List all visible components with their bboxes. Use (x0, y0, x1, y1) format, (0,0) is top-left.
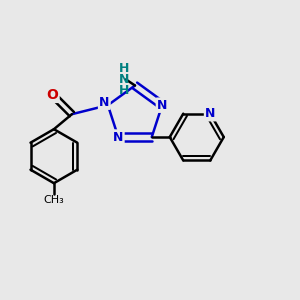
Text: N: N (113, 130, 123, 144)
Text: N: N (205, 107, 215, 120)
Text: H: H (119, 62, 130, 76)
Text: N: N (119, 73, 130, 86)
Text: O: O (46, 88, 58, 102)
Text: N: N (99, 96, 110, 109)
Text: CH₃: CH₃ (44, 195, 64, 205)
Text: H: H (119, 83, 130, 97)
Text: N: N (157, 99, 167, 112)
